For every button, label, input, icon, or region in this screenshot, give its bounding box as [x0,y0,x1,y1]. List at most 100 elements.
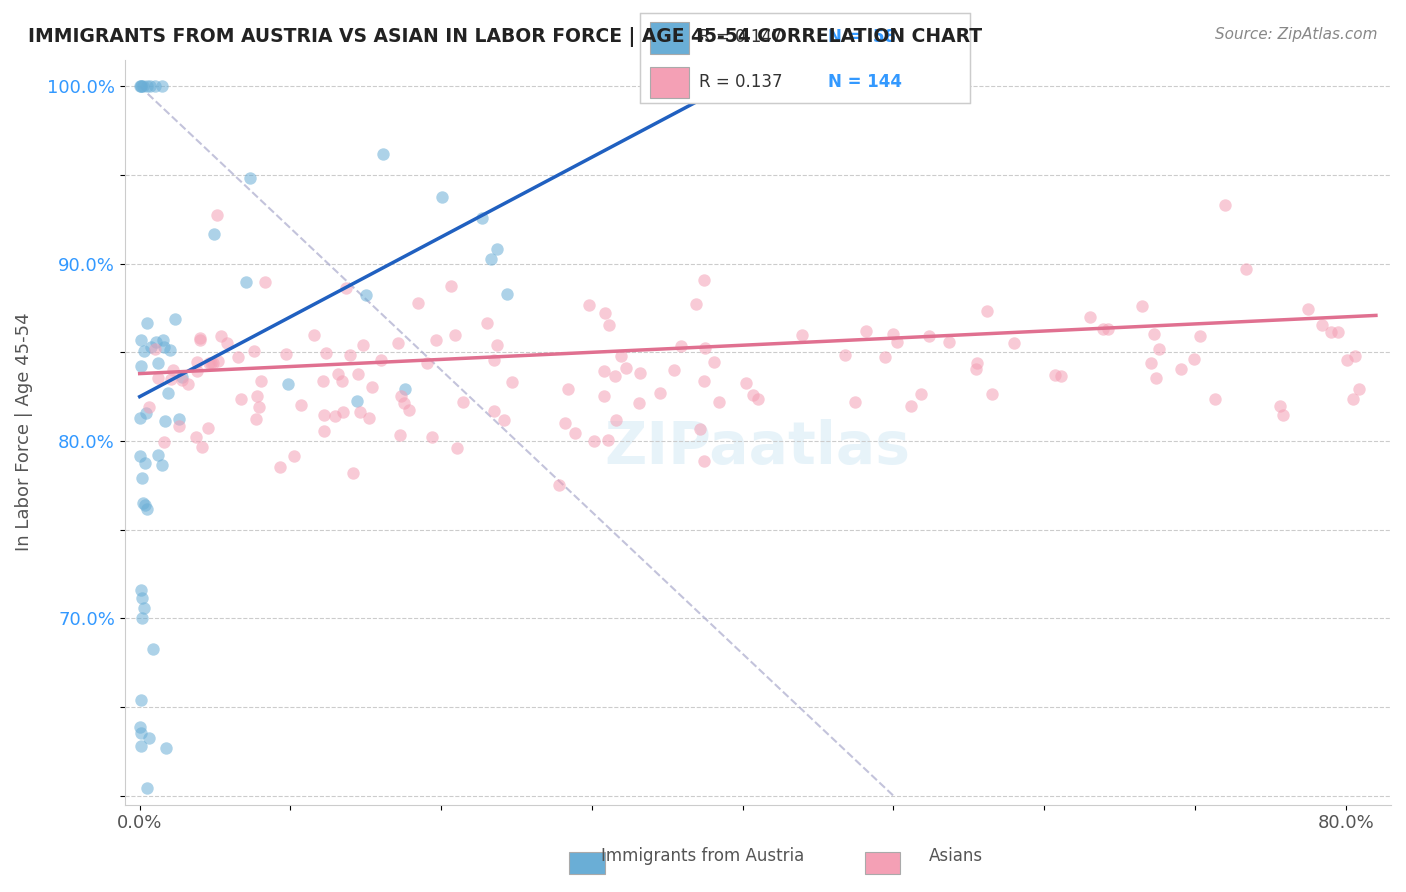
Point [129,583,152,598]
Point [389,389,412,403]
Point [610,349,633,363]
Point [135,501,157,516]
Point [129,739,152,753]
Point [148,371,170,385]
Point [482,404,505,418]
Point [1130,299,1153,313]
Point [142,641,165,656]
Point [603,369,626,384]
Point [312,408,335,422]
Point [145,334,167,349]
Point [495,287,517,301]
Point [184,430,207,444]
Point [976,304,998,318]
Point [188,331,211,345]
Point [167,412,190,426]
Text: Source: ZipAtlas.com: Source: ZipAtlas.com [1215,27,1378,42]
Point [707,394,730,409]
Point [394,382,416,396]
Point [485,242,508,256]
Point [398,403,420,417]
Point [735,376,758,390]
Point [153,435,176,450]
Text: ZIPaatlas: ZIPaatlas [605,418,911,475]
Point [1189,329,1212,343]
Point [207,353,229,368]
Point [918,329,941,343]
Point [172,370,194,384]
Point [406,296,429,310]
Point [186,363,208,377]
Point [352,337,374,351]
Point [1097,322,1119,336]
Point [129,79,152,94]
Point [475,317,498,331]
Point [886,334,908,349]
Point [349,405,371,419]
Point [693,374,716,388]
Text: N =  58: N = 58 [828,29,896,46]
Point [129,449,152,463]
Point [157,385,180,400]
Point [186,354,208,368]
Point [177,377,200,392]
Point [834,348,856,362]
Point [1271,408,1294,422]
Point [165,312,187,326]
Point [596,434,619,448]
Point [388,428,411,442]
Point [150,79,173,94]
Point [134,498,156,512]
Point [440,279,463,293]
Point [685,297,707,311]
Point [741,388,763,402]
Point [138,731,160,745]
Point [1002,335,1025,350]
Point [143,343,166,357]
Point [1336,353,1358,368]
Point [325,409,347,423]
Point [1182,351,1205,366]
Point [695,342,717,356]
Point [598,318,620,333]
Point [370,352,392,367]
Point [938,334,960,349]
Point [135,317,157,331]
Point [564,425,586,440]
Point [243,344,266,359]
Point [392,395,415,409]
Point [1050,368,1073,383]
Point [373,147,395,161]
Point [315,346,337,360]
Point [129,79,152,94]
Point [669,339,692,353]
Point [593,306,616,320]
Point [494,413,516,427]
Point [129,79,152,94]
Point [205,208,228,222]
Point [129,720,152,734]
Point [274,347,297,361]
Point [131,471,153,485]
Point [150,458,173,473]
Point [215,336,238,351]
Point [141,340,163,354]
Point [1270,399,1292,413]
Point [1091,321,1114,335]
Point [446,441,468,455]
Point [703,355,725,369]
Point [134,344,156,359]
Point [1327,325,1350,339]
Point [1296,301,1319,316]
Point [479,252,502,267]
Point [239,171,262,186]
Point [152,333,174,347]
Point [143,79,166,94]
Point [346,368,368,382]
Point [747,392,769,407]
Point [146,356,169,370]
Point [593,389,616,403]
Point [557,382,579,396]
Point [910,387,932,401]
Point [167,419,190,434]
